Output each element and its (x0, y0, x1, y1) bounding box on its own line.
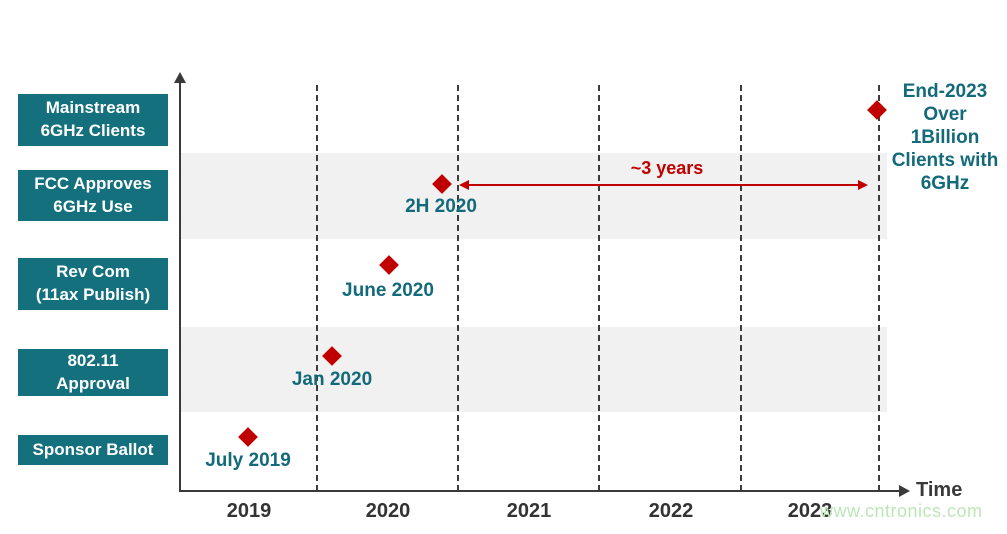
year-tick-2020: 2020 (365, 500, 411, 522)
milestone-diamond-june-2020 (379, 255, 399, 275)
gridline-2023 (740, 85, 742, 491)
row-label-fcc-approves-6ghz-use: FCC Approves 6GHz Use (18, 170, 168, 221)
three-years-label: ~3 years (630, 158, 704, 178)
y-axis-line (179, 82, 181, 491)
gridline-2020 (316, 85, 318, 491)
x-axis-title: Time (916, 479, 963, 501)
milestone-label-2h-2020: 2H 2020 (405, 196, 477, 217)
year-tick-2019: 2019 (226, 500, 272, 522)
three-years-arrow-right-icon (858, 180, 868, 190)
row-band-fcc (181, 153, 887, 239)
gridline-2021 (457, 85, 459, 491)
watermark-text: www.cntronics.com (820, 501, 983, 521)
y-axis-arrow-icon (174, 72, 186, 83)
gridline-2022 (598, 85, 600, 491)
year-tick-2023: 2023 (787, 500, 833, 522)
row-band-80211 (181, 327, 887, 412)
milestone-diamond-july-2019 (238, 427, 258, 447)
end-2023-note-line: Over (923, 104, 967, 125)
milestone-label-jan-2020: Jan 2020 (291, 369, 373, 390)
row-label-sponsor-ballot: Sponsor Ballot (18, 435, 168, 465)
row-label-802-11-approval: 802.11 Approval (18, 349, 168, 396)
end-2023-note-line: 1Billion (910, 127, 980, 148)
end-2023-note-line: End-2023 (902, 81, 988, 102)
three-years-arrow-line (466, 184, 864, 186)
x-axis-arrow-icon (899, 485, 910, 497)
x-axis-line (179, 490, 901, 492)
three-years-arrow-left-icon (459, 180, 469, 190)
end-2023-note-line: 6GHz (920, 173, 970, 194)
year-tick-2022: 2022 (648, 500, 694, 522)
milestone-label-june-2020: June 2020 (342, 280, 434, 301)
end-2023-note-line: Clients with (891, 150, 999, 171)
milestone-label-july-2019: July 2019 (205, 450, 291, 471)
end-2023-note: End-2023 Over 1Billion Clients with 6GHz (886, 80, 1004, 195)
row-label-rev-com-11ax-publish: Rev Com (11ax Publish) (18, 258, 168, 310)
gridline-end-2023 (878, 85, 880, 491)
row-label-mainstream-6ghz-clients: Mainstream 6GHz Clients (18, 94, 168, 146)
year-tick-2021: 2021 (506, 500, 552, 522)
milestone-diamond-end-2023 (867, 100, 887, 120)
